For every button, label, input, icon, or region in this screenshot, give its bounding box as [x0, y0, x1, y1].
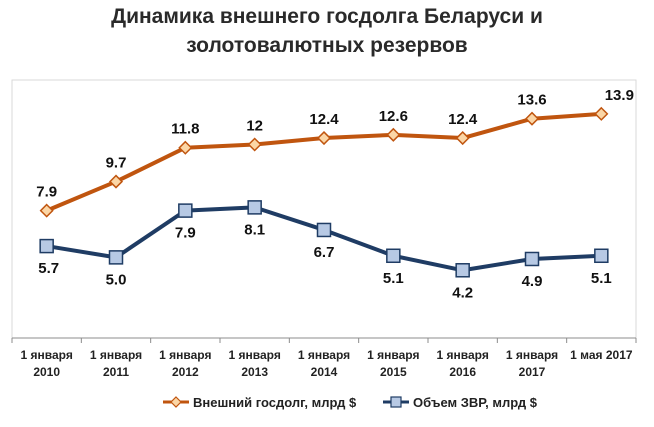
reserves-point: [39, 238, 54, 254]
reserves-data-label: 5.1: [383, 270, 404, 287]
debt-point: [386, 127, 401, 142]
x-tick-label: 1 мая 2017: [570, 348, 633, 362]
debt-data-label: 11.8: [171, 121, 199, 138]
reserves-point: [316, 222, 332, 238]
x-tick-label: 1 января 2015: [367, 348, 419, 379]
debt-point: [39, 203, 54, 218]
reserves-data-label: 8.1: [244, 221, 265, 238]
debt-data-label: 13.6: [517, 92, 546, 109]
reserves-point: [594, 248, 609, 264]
debt-data-label: 7.9: [36, 184, 57, 201]
reserves-point: [247, 200, 262, 215]
debt-data-label: 9.7: [106, 155, 127, 172]
x-tick-label: 1 января 2010: [21, 348, 73, 379]
reserves-data-label: 4.2: [452, 284, 473, 301]
debt-point: [316, 130, 332, 146]
debt-data-label: 12: [246, 118, 263, 135]
debt-data-label: 12.6: [379, 108, 408, 125]
debt-point: [594, 106, 609, 121]
legend-label-debt: Внешний госдолг, млрд $: [193, 395, 357, 410]
reserves-point: [386, 248, 401, 264]
series-line-debt: [45, 111, 602, 213]
x-tick-label: 1 января 2011: [90, 348, 142, 379]
debt-point: [524, 111, 540, 126]
x-tick-label: 1 января 2013: [229, 348, 281, 379]
x-tick-label: 1 января 2016: [437, 348, 489, 379]
debt-data-label: 12.4: [448, 111, 478, 128]
debt-data-label: 12.4: [309, 111, 339, 128]
reserves-data-label: 5.1: [591, 270, 612, 287]
x-tick-label: 1 января 2014: [298, 348, 350, 379]
legend-square-icon: [390, 396, 402, 408]
debt-point: [108, 174, 124, 189]
x-tick-label: 1 января 2017: [506, 348, 558, 379]
chart-title: Динамика внешнего госдолга Беларуси и зо…: [0, 2, 654, 60]
debt-data-label: 13.9: [605, 87, 634, 104]
reserves-data-label: 7.9: [175, 225, 196, 242]
debt-point: [455, 130, 470, 146]
reserves-data-label: 5.0: [106, 271, 127, 288]
reserves-point: [178, 203, 193, 218]
reserves-data-label: 6.7: [314, 244, 335, 261]
reserves-point: [455, 263, 470, 278]
chart-title-line-2: золотовалютных резервов: [186, 34, 468, 57]
legend-diamond-icon: [170, 396, 182, 408]
debt-point: [178, 140, 193, 155]
reserves-point: [524, 251, 540, 267]
chart-title-line-1: Динамика внешнего госдолга Беларуси и: [111, 5, 543, 28]
reserves-data-label: 4.9: [522, 273, 543, 290]
legend-label-reserves: Объем ЗВР, млрд $: [413, 395, 538, 410]
x-tick-label: 1 января 2012: [159, 348, 211, 379]
reserves-data-label: 5.7: [38, 260, 59, 277]
reserves-point: [108, 250, 124, 265]
debt-point: [247, 137, 262, 152]
